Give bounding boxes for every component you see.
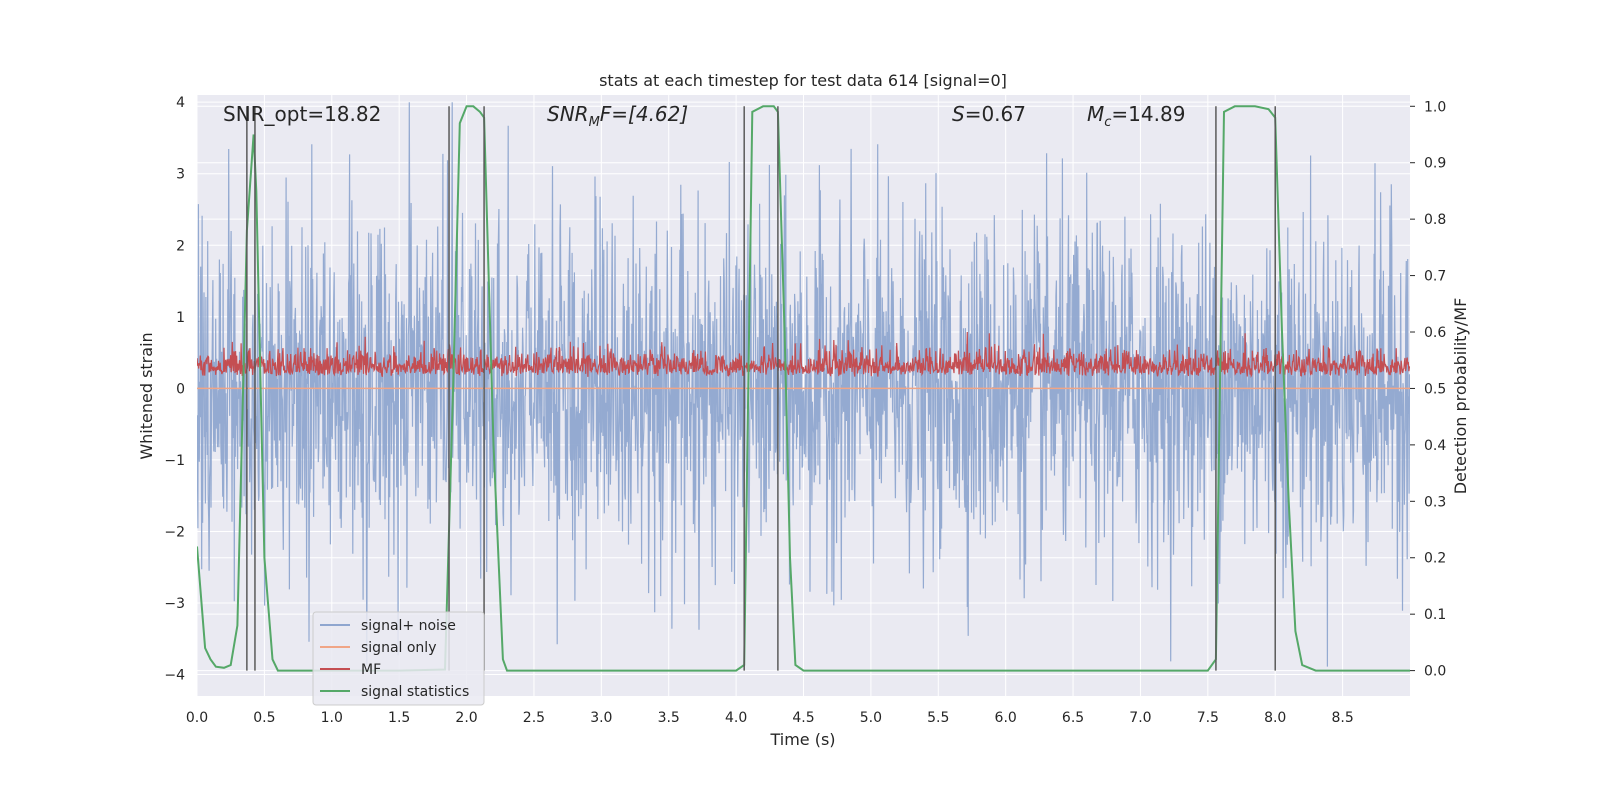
y-left-tick-label: −2 [164, 524, 185, 540]
x-tick-label: 7.0 [1129, 710, 1151, 726]
x-tick-label: 8.5 [1331, 710, 1353, 726]
y-right-tick-label: 0.8 [1424, 212, 1446, 228]
y-right-tick-label: 0.2 [1424, 551, 1446, 567]
y-right-tick-label: 0.5 [1424, 381, 1446, 397]
x-tick-label: 4.0 [725, 710, 747, 726]
legend-label-signal-noise: signal+ noise [361, 618, 456, 634]
y-right-tick-label: 0.1 [1424, 607, 1446, 623]
series-signal-statistics [197, 105, 1410, 672]
legend-label-signal-statistics: signal statistics [361, 684, 469, 700]
annotation-snr-mf: SNRMF=[4.62] [547, 102, 688, 130]
x-tick-label: 5.5 [927, 710, 949, 726]
y-left-tick-label: 0 [176, 381, 185, 397]
series-layer [197, 102, 1410, 672]
annotation-s: S=0.67 [952, 102, 1026, 126]
y-left-tick-label: −4 [164, 668, 185, 684]
x-tick-label: 0.5 [253, 710, 275, 726]
legend-label-mf: MF [361, 662, 381, 678]
x-tick-label: 1.0 [321, 710, 343, 726]
x-axis-ticks: 0.0 0.5 1.0 1.5 2.0 2.5 3.0 3.5 4.0 4.5 5.0 5.5 6.0 6… [186, 710, 1354, 726]
x-axis-label: Time (s) [769, 730, 835, 749]
y-left-tick-label: −1 [164, 453, 185, 469]
x-tick-label: 6.5 [1062, 710, 1084, 726]
x-tick-label: 1.5 [388, 710, 410, 726]
y-axis-left-label: Whitened strain [137, 332, 156, 459]
legend: signal+ noise signal only MF signal stat… [312, 611, 485, 706]
y-left-tick-label: −3 [164, 596, 185, 612]
y-right-tick-label: 0.4 [1424, 438, 1446, 454]
x-tick-label: 3.0 [590, 710, 612, 726]
chart-title: stats at each timestep for test data 614… [599, 71, 1007, 90]
y-right-tick-label: 0.0 [1424, 664, 1446, 680]
x-tick-label: 6.0 [995, 710, 1017, 726]
y-right-tick-label: 0.7 [1424, 269, 1446, 285]
series-mf [197, 331, 1410, 379]
x-tick-label: 5.0 [860, 710, 882, 726]
x-tick-label: 2.5 [523, 710, 545, 726]
annotation-mc: Mc=14.89 [1087, 102, 1185, 130]
annotation-snr-opt: SNR_opt=18.82 [223, 102, 381, 126]
y-left-tick-label: 1 [176, 310, 185, 326]
y-left-tick-label: 3 [176, 167, 185, 183]
y-left-tick-label: 4 [176, 95, 185, 111]
x-tick-label: 2.0 [455, 710, 477, 726]
x-tick-label: 3.5 [658, 710, 680, 726]
y-right-tick-label: 0.3 [1424, 494, 1446, 510]
x-tick-label: 7.5 [1197, 710, 1219, 726]
y-axis-left-ticks: 4 3 2 1 0 −1 −2 −3 −4 [164, 95, 185, 683]
y-right-tick-label: 0.9 [1424, 156, 1446, 172]
legend-label-signal-only: signal only [361, 640, 436, 656]
y-right-tick-label: 1.0 [1424, 99, 1446, 115]
legend-box [312, 611, 485, 706]
y-left-tick-label: 2 [176, 238, 185, 254]
y-axis-right-ticks: 1.0 0.9 0.8 0.7 0.6 0.5 0.4 0.3 0.2 0.1 0.0 [1410, 99, 1446, 680]
x-tick-label: 4.5 [792, 710, 814, 726]
y-axis-right-label: Detection probability/MF [1451, 298, 1470, 495]
y-right-tick-label: 0.6 [1424, 325, 1446, 341]
x-tick-label: 0.0 [186, 710, 208, 726]
x-tick-label: 8.0 [1264, 710, 1286, 726]
